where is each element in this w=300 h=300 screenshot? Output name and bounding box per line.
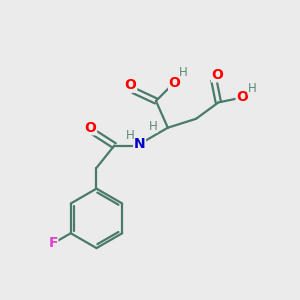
Text: O: O (236, 90, 248, 104)
Text: O: O (169, 76, 181, 90)
Text: O: O (212, 68, 224, 82)
Text: H: H (126, 129, 134, 142)
Text: H: H (148, 120, 157, 133)
Text: N: N (134, 137, 146, 151)
Text: O: O (85, 121, 97, 135)
Text: F: F (48, 236, 58, 250)
Text: H: H (179, 66, 188, 79)
Text: H: H (248, 82, 256, 95)
Text: O: O (125, 78, 136, 92)
